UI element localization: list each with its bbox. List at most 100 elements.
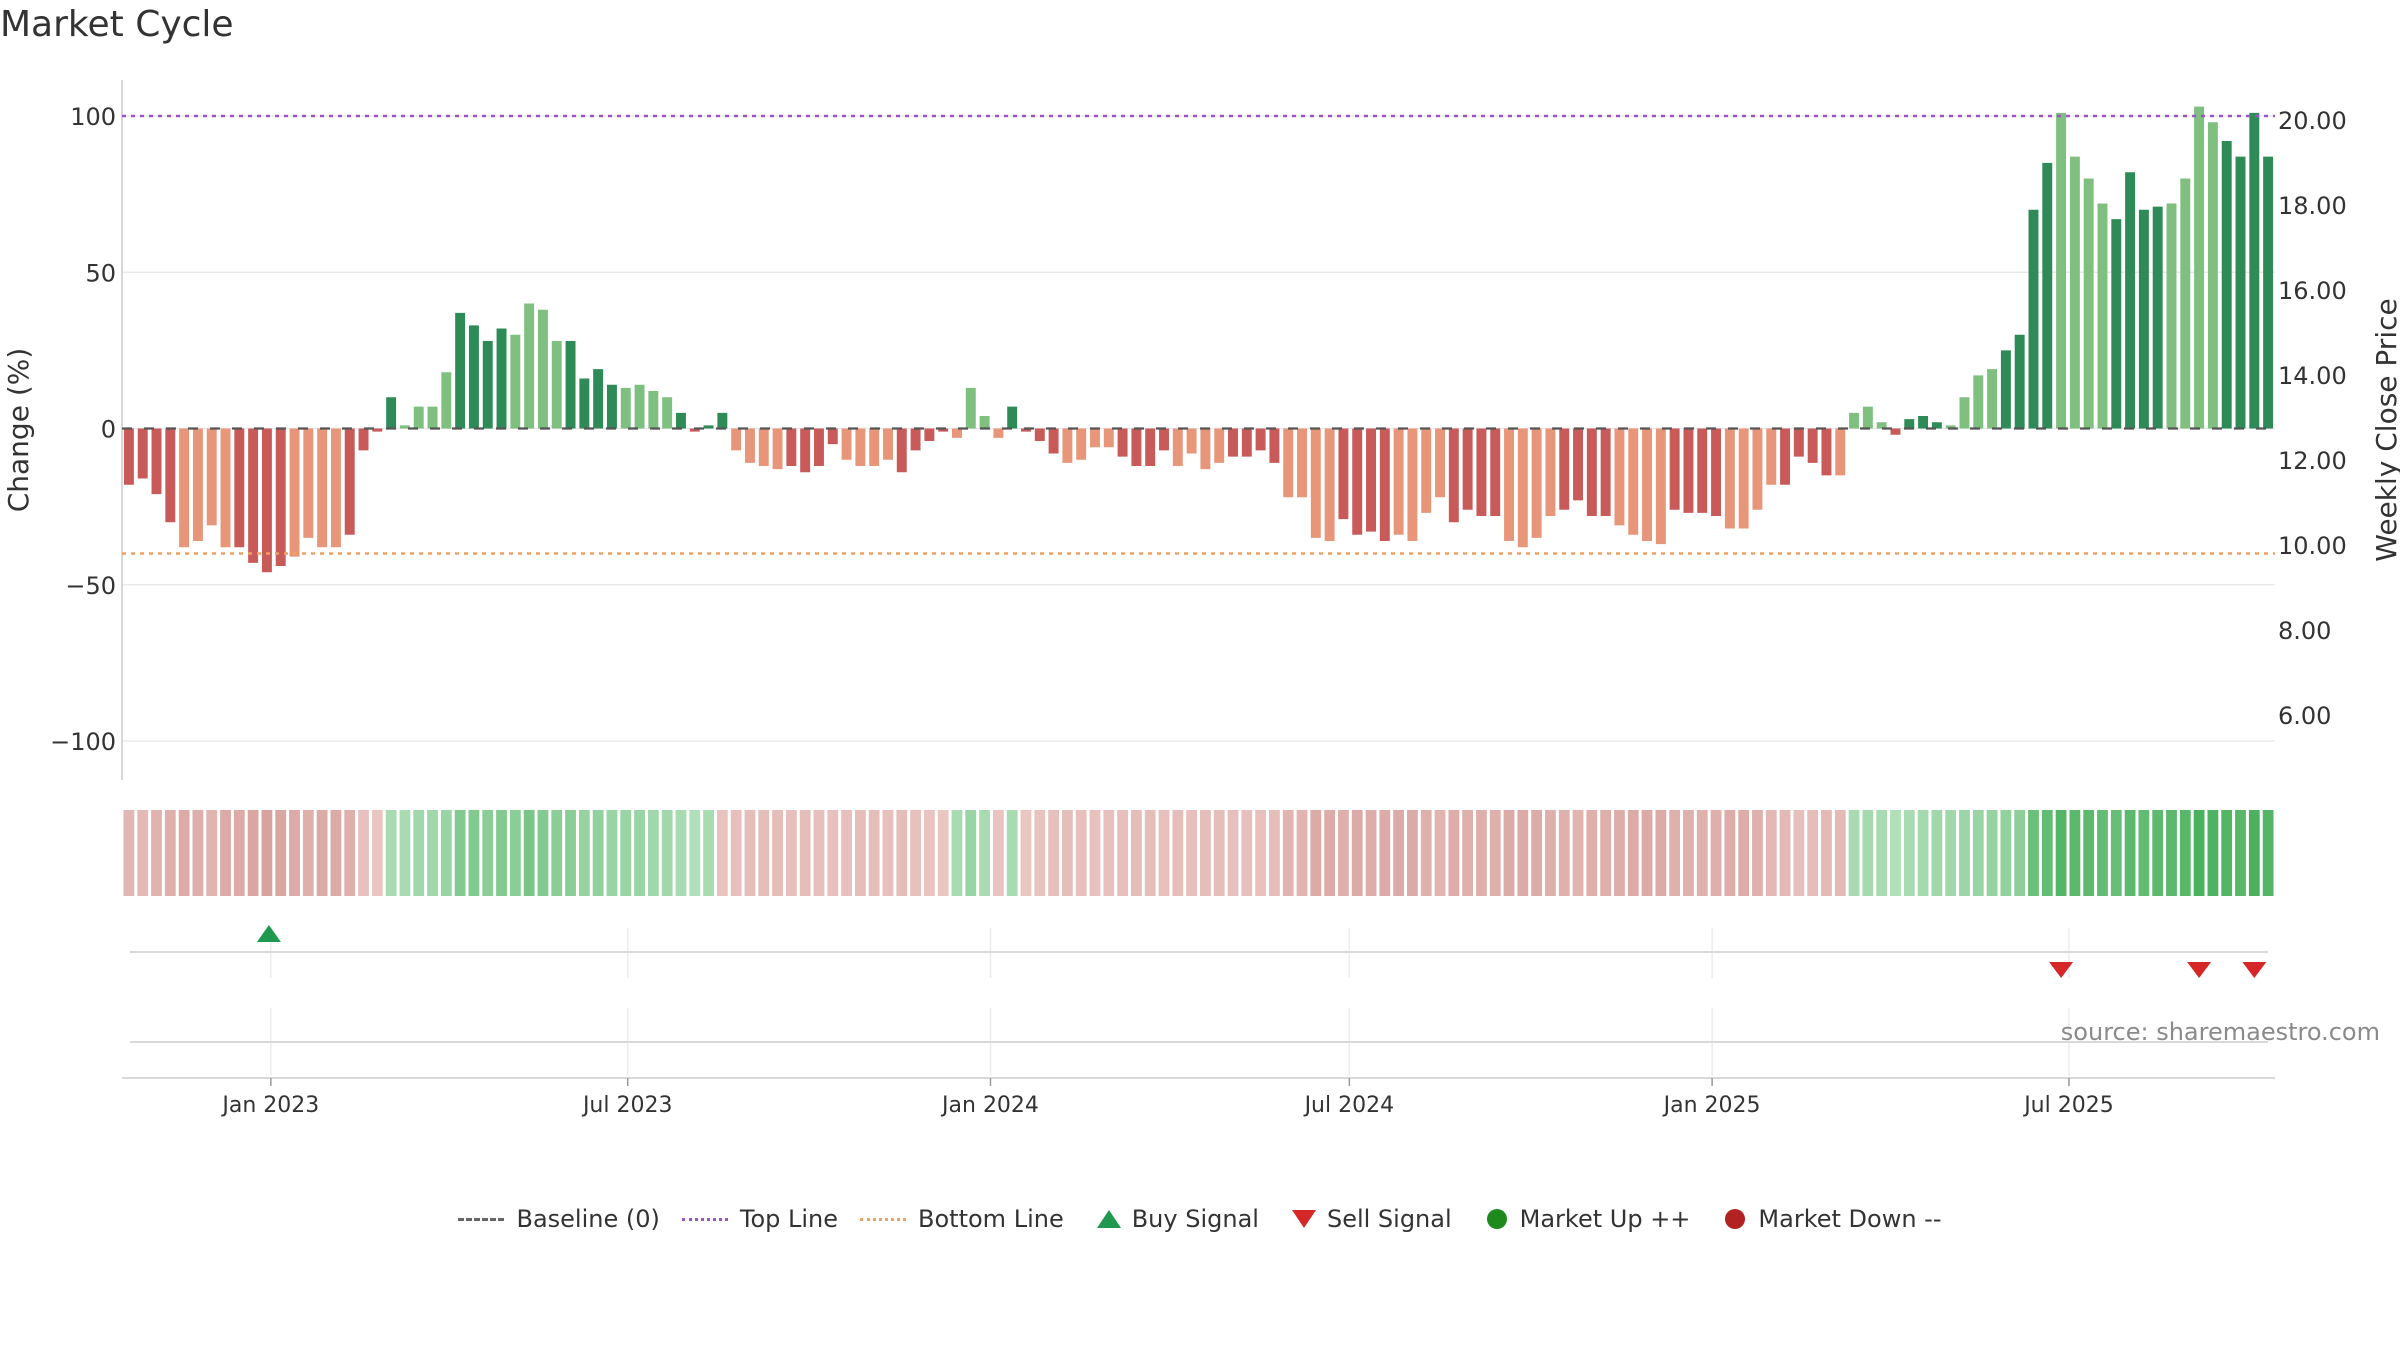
bar xyxy=(952,428,962,438)
bar xyxy=(606,384,617,429)
heat-cell xyxy=(896,810,908,896)
bar xyxy=(289,428,300,557)
heat-cell xyxy=(1862,810,1874,896)
heat-cell xyxy=(2110,810,2122,896)
bar xyxy=(220,428,231,548)
bar xyxy=(1973,375,1984,429)
heat-cell xyxy=(965,810,977,896)
bar xyxy=(358,428,369,451)
bar xyxy=(468,325,479,429)
bar xyxy=(800,428,811,473)
heat-cell xyxy=(1338,810,1349,896)
bar xyxy=(2083,178,2094,429)
heat-cell xyxy=(827,810,839,896)
bar xyxy=(2028,209,2039,429)
heat-cell xyxy=(854,810,866,896)
bar xyxy=(1352,428,1363,535)
bar xyxy=(1200,428,1211,470)
bars-layer xyxy=(122,106,2275,573)
heat-cell xyxy=(606,810,618,896)
bar xyxy=(2235,156,2246,429)
heat-cell xyxy=(371,810,383,896)
bar xyxy=(1324,428,1335,541)
bar xyxy=(841,428,852,460)
bar xyxy=(455,312,466,429)
bar xyxy=(1697,428,1708,513)
legend-item-baseline[interactable]: Baseline (0) xyxy=(458,1205,660,1233)
heat-cell xyxy=(1075,810,1087,896)
legend-item-bottom-line[interactable]: Bottom Line xyxy=(860,1205,1064,1233)
heat-cell xyxy=(2124,810,2136,896)
bar xyxy=(938,428,949,432)
bar xyxy=(717,412,728,429)
heat-cell xyxy=(1089,810,1101,896)
heat-cell xyxy=(1710,810,1722,896)
legend-item-top-line[interactable]: Top Line xyxy=(681,1205,838,1233)
y-tick-label: 50 xyxy=(85,259,116,287)
bar xyxy=(565,341,576,429)
heat-cell xyxy=(785,810,797,896)
bar xyxy=(758,428,769,466)
bar xyxy=(1669,428,1680,510)
x-tick-label: Jan 2025 xyxy=(1662,1093,1761,1118)
bar xyxy=(896,428,907,473)
heat-cell xyxy=(1627,810,1639,896)
bar xyxy=(2138,209,2149,429)
heat-cell xyxy=(302,810,314,896)
bar xyxy=(234,428,245,548)
heat-cell xyxy=(1269,810,1280,896)
legend-bottom-line-label: Bottom Line xyxy=(918,1205,1064,1233)
heat-cell xyxy=(1600,810,1612,896)
sell-signal-marker xyxy=(2242,962,2267,978)
bar xyxy=(1338,428,1349,520)
bar xyxy=(2000,350,2011,429)
bar xyxy=(1255,428,1266,451)
heat-cell xyxy=(137,810,149,896)
heat-cell xyxy=(1834,810,1846,896)
heat-cell xyxy=(2207,810,2219,896)
bar xyxy=(744,428,755,463)
bar xyxy=(1186,428,1197,454)
heat-cell xyxy=(2152,810,2164,896)
heat-cell xyxy=(1779,810,1791,896)
buy-signal-marker xyxy=(256,925,281,942)
heat-cell xyxy=(992,810,1004,896)
bar xyxy=(675,412,686,429)
heat-cell xyxy=(1144,810,1156,896)
legend-item-buy[interactable]: Buy Signal xyxy=(1086,1205,1259,1233)
bar xyxy=(1117,428,1128,457)
y2-tick-label: 20.00 xyxy=(2278,107,2347,135)
heat-cell xyxy=(592,810,604,896)
bar xyxy=(1504,428,1514,541)
legend-sell-label: Sell Signal xyxy=(1326,1205,1452,1233)
heat-cell xyxy=(910,810,921,896)
bar xyxy=(1172,428,1183,466)
legend-item-market-up[interactable]: Market Up ++ xyxy=(1474,1205,1690,1233)
legend-item-market-down[interactable]: Market Down -- xyxy=(1712,1205,1942,1233)
bar xyxy=(1283,428,1294,498)
heat-cell xyxy=(1172,810,1184,896)
bar xyxy=(1076,428,1087,460)
heat-cell xyxy=(1186,810,1197,896)
heat-cell xyxy=(1489,810,1501,896)
heat-cell xyxy=(1296,810,1308,896)
bar xyxy=(1849,412,1860,429)
bar xyxy=(2042,162,2053,429)
y2-tick-label: 14.00 xyxy=(2278,362,2347,390)
x-tick-label: Jul 2024 xyxy=(1303,1093,1395,1118)
bar xyxy=(1642,428,1653,541)
bar xyxy=(1780,428,1791,485)
heat-cell xyxy=(2166,810,2177,896)
bar xyxy=(1614,428,1625,526)
heat-cell xyxy=(164,810,176,896)
legend-baseline-swatch xyxy=(458,1217,505,1221)
heat-cell xyxy=(1765,810,1777,896)
bar xyxy=(731,428,742,451)
bar xyxy=(1793,428,1804,457)
heat-cell xyxy=(1945,810,1957,896)
legend-item-sell[interactable]: Sell Signal xyxy=(1281,1205,1452,1233)
bar xyxy=(344,428,355,535)
heat-cell xyxy=(979,810,990,896)
bar xyxy=(1476,428,1487,516)
heat-cell xyxy=(233,810,245,896)
